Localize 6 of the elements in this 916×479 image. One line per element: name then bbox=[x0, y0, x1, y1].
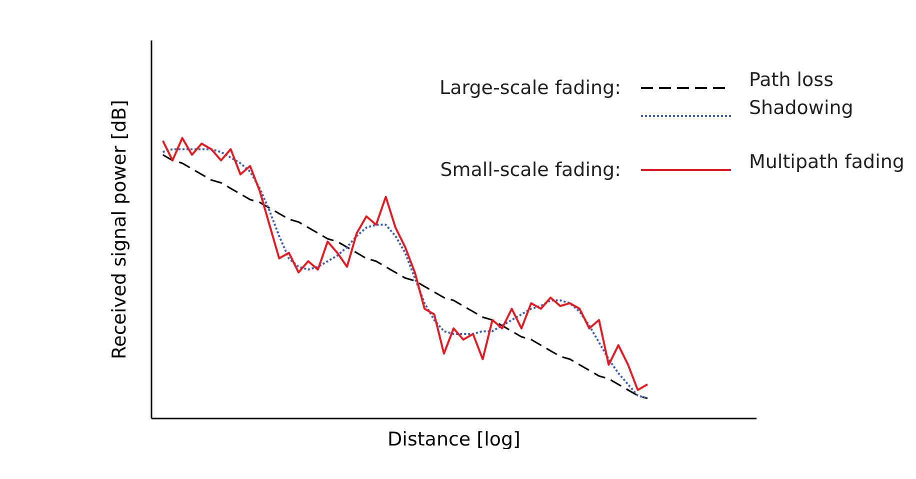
text: Large-scale fading: bbox=[440, 77, 621, 99]
legend-label: Shadowing bbox=[749, 97, 854, 119]
annotation: Small-scale fading: bbox=[440, 159, 621, 181]
y-axis-title: Received signal power [dB] bbox=[108, 100, 130, 360]
legend-label: Path loss bbox=[749, 69, 834, 91]
legend-label: Multipath fading bbox=[749, 151, 904, 173]
